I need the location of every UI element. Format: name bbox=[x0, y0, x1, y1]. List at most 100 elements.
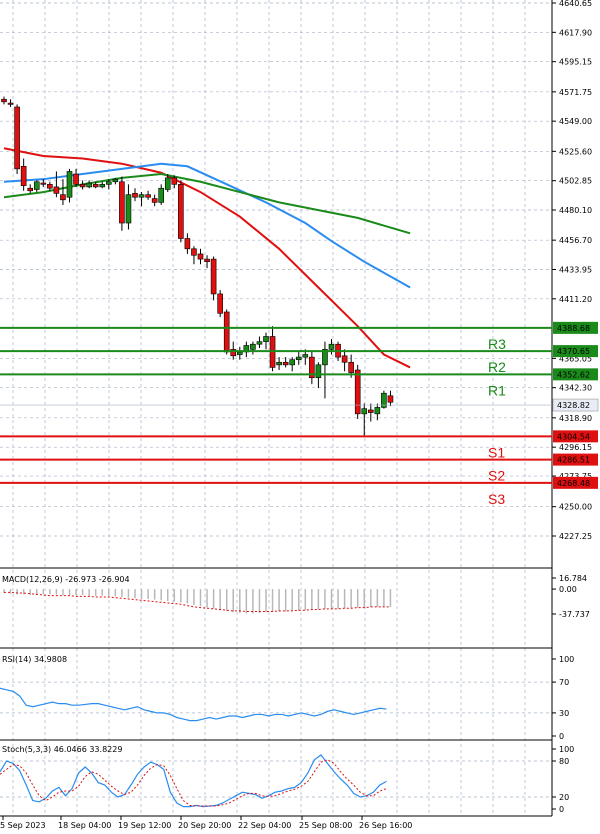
y-tick-label: 4525.60 bbox=[559, 147, 592, 156]
candle-body bbox=[60, 194, 66, 201]
candle-body bbox=[328, 343, 335, 350]
candle-body bbox=[250, 343, 256, 350]
candle-body bbox=[66, 171, 73, 198]
stoch-k-line bbox=[0, 754, 387, 808]
price-pane: 4640.65 4617.90 4595.15 4571.75 4549.00 4525.… bbox=[0, 0, 599, 569]
candle-body bbox=[178, 184, 184, 239]
y-tick-label: 0.00 bbox=[559, 585, 577, 594]
y-tick-label: 100 bbox=[559, 655, 574, 664]
candle-body bbox=[289, 359, 296, 366]
candle-body bbox=[204, 258, 210, 262]
candle-body bbox=[367, 409, 374, 413]
level-name-r2: R2 bbox=[488, 359, 506, 375]
ma-fast-line bbox=[3, 147, 411, 369]
level-value-box bbox=[553, 345, 598, 358]
candle-body bbox=[256, 341, 263, 345]
candle-body bbox=[354, 369, 361, 415]
y-tick-label: 4456.70 bbox=[559, 236, 592, 245]
y-tick-label: 30 bbox=[559, 709, 569, 718]
candle-body bbox=[20, 165, 27, 186]
candle-body bbox=[27, 187, 34, 192]
candle-body bbox=[276, 361, 282, 366]
candle-body bbox=[210, 258, 217, 295]
y-tick-label: 20 bbox=[559, 793, 569, 802]
candle-body bbox=[315, 364, 322, 379]
y-tick-label: 4549.00 bbox=[559, 117, 592, 126]
candle-body bbox=[184, 238, 191, 250]
y-tick-label: 4318.90 bbox=[559, 414, 592, 423]
candle-body bbox=[381, 392, 387, 408]
level-name-s2: S2 bbox=[488, 468, 505, 484]
x-tick-label: 19 Sep 12:00 bbox=[118, 821, 171, 830]
candle-body bbox=[164, 177, 171, 190]
level-value-box bbox=[553, 321, 598, 334]
y-tick-label: 4365.05 bbox=[559, 354, 592, 363]
level-value-box bbox=[553, 476, 598, 489]
candle-body bbox=[112, 178, 119, 183]
candle-body bbox=[92, 184, 99, 188]
y-tick-label: 4342.30 bbox=[559, 384, 592, 393]
level-value-label: 4268.48 bbox=[557, 479, 590, 488]
candle-body bbox=[86, 182, 92, 188]
candle-body bbox=[145, 194, 151, 198]
candle-body bbox=[1, 98, 7, 103]
x-tick-label: 26 Sep 16:00 bbox=[359, 821, 412, 830]
y-tick-label: 4411.20 bbox=[559, 295, 592, 304]
y-tick-label: 0 bbox=[559, 805, 564, 814]
y-tick-label: 4595.15 bbox=[559, 58, 592, 67]
candle-body bbox=[295, 356, 302, 360]
y-tick-label: 4273.75 bbox=[559, 472, 592, 481]
y-tick-label: 4480.10 bbox=[559, 206, 592, 215]
y-tick-label: 100 bbox=[559, 745, 574, 754]
candle-body bbox=[361, 408, 368, 415]
macd-signal-line bbox=[4, 591, 391, 613]
y-tick-label: 0 bbox=[559, 732, 564, 741]
candle-body bbox=[191, 248, 197, 256]
candle-body bbox=[263, 336, 269, 342]
candle-body bbox=[223, 311, 230, 353]
candle-body bbox=[132, 193, 138, 198]
y-tick-label: 4250.00 bbox=[559, 503, 592, 512]
current-price-label: 4328.82 bbox=[557, 401, 590, 410]
candle-body bbox=[158, 187, 164, 203]
x-axis: 5 Sep 2023 18 Sep 04:00 19 Sep 12:00 20 Sep… bbox=[0, 816, 412, 830]
level-name-s1: S1 bbox=[488, 444, 505, 460]
candle-body bbox=[217, 293, 223, 314]
x-tick-label: 22 Sep 04:00 bbox=[238, 821, 291, 830]
candle-body bbox=[53, 186, 60, 194]
stoch-pane: Stoch(5,3,3) 46.0466 33.8229 100 80 20 0 bbox=[0, 745, 574, 817]
candle-body bbox=[197, 253, 204, 260]
macd-label: MACD(12,26,9) -26.973 -26.904 bbox=[2, 575, 130, 584]
rsi-label: RSI(14) 34.9808 bbox=[2, 655, 67, 664]
level-value-box bbox=[553, 430, 598, 443]
stoch-label: Stoch(5,3,3) 46.0466 33.8229 bbox=[2, 745, 122, 754]
candle-body bbox=[73, 173, 79, 185]
level-name-r3: R3 bbox=[488, 336, 506, 352]
y-tick-label: -37.737 bbox=[559, 610, 590, 619]
level-value-label: 4304.54 bbox=[557, 432, 590, 441]
candle-body bbox=[33, 181, 40, 190]
candle-body bbox=[348, 361, 354, 373]
x-tick-label: 25 Sep 08:00 bbox=[299, 821, 352, 830]
candle-body bbox=[106, 181, 112, 185]
level-value-box bbox=[553, 368, 598, 381]
candle-body bbox=[302, 354, 309, 358]
macd-pane: MACD(12,26,9) -26.973 -26.904 16.784 0.00 -… bbox=[0, 574, 590, 649]
y-tick-label: 4640.65 bbox=[559, 0, 592, 8]
y-tick-label: 4617.90 bbox=[559, 28, 592, 37]
candle-body bbox=[14, 106, 20, 170]
y-tick-label: 4296.15 bbox=[559, 443, 592, 452]
candle-body bbox=[47, 184, 53, 189]
candle-body bbox=[237, 351, 243, 355]
stoch-d-line bbox=[0, 759, 387, 807]
x-tick-label: 5 Sep 2023 bbox=[0, 821, 46, 830]
candle-body bbox=[387, 395, 394, 403]
level-value-label: 4352.62 bbox=[557, 370, 590, 379]
level-value-label: 4388.68 bbox=[557, 324, 590, 333]
candle-body bbox=[151, 198, 158, 203]
candle-body bbox=[282, 361, 289, 366]
candle-body bbox=[341, 355, 348, 363]
candle-body bbox=[79, 184, 86, 188]
level-value-box bbox=[553, 453, 598, 466]
